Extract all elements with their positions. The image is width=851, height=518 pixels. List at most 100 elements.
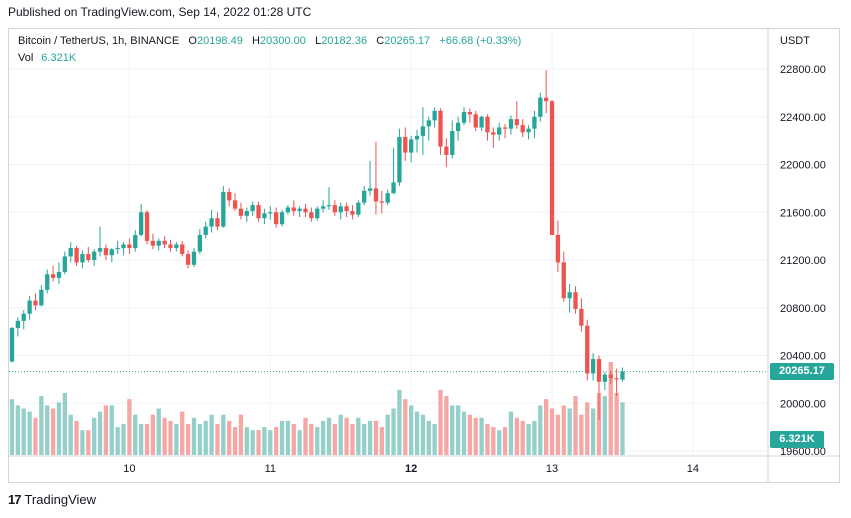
- volume-bar: [403, 399, 408, 455]
- chart-grid: [9, 30, 768, 456]
- volume-bar: [602, 396, 608, 455]
- volume-bar: [502, 427, 508, 455]
- candle: [579, 298, 584, 332]
- candle-body: [121, 244, 126, 249]
- candle-body: [491, 132, 496, 135]
- candle: [80, 250, 85, 269]
- y-tick-label: 22400.00: [780, 112, 826, 124]
- candle-body: [567, 292, 572, 299]
- candle-body: [50, 274, 56, 278]
- candle-body: [373, 188, 379, 202]
- candle: [144, 209, 150, 245]
- candle: [256, 201, 261, 222]
- candle: [326, 187, 332, 210]
- volume-bar: [409, 405, 414, 455]
- candle: [373, 141, 379, 215]
- candle-body: [56, 271, 62, 278]
- candle: [573, 286, 578, 314]
- volume-bar: [362, 424, 367, 455]
- candle: [215, 212, 220, 231]
- candle: [397, 128, 402, 186]
- candle-body: [191, 251, 197, 265]
- candle-body: [303, 208, 308, 213]
- volume-bar: [473, 417, 478, 455]
- candle: [103, 244, 109, 260]
- candle-body: [68, 248, 73, 257]
- candle-body: [162, 240, 167, 245]
- volume-bar: [444, 396, 449, 455]
- time-axis: 10 11 12 13 14: [123, 463, 699, 475]
- volume-bar: [455, 405, 461, 455]
- candle-body: [133, 234, 138, 249]
- candle: [514, 101, 519, 129]
- candle: [379, 190, 384, 214]
- candle: [344, 202, 349, 218]
- candle-body: [109, 249, 114, 256]
- volume-bar: [332, 424, 337, 455]
- candle-body: [174, 244, 179, 249]
- candle-body: [549, 101, 555, 235]
- candle: [92, 249, 97, 266]
- candle-body: [291, 207, 296, 212]
- volume-bar: [256, 430, 261, 455]
- candle-body: [144, 212, 150, 241]
- volume-bar: [97, 411, 103, 455]
- volume-bar: [479, 417, 484, 455]
- candle-body: [127, 244, 132, 249]
- candle-body: [391, 182, 396, 194]
- candle-body: [185, 254, 191, 265]
- volume-bar: [86, 430, 91, 455]
- volume-label: Vol: [18, 52, 34, 64]
- candle: [227, 188, 232, 207]
- candle-body: [232, 200, 238, 209]
- candle: [420, 107, 426, 155]
- candle: [21, 310, 26, 330]
- volume-bar: [426, 420, 431, 455]
- candle-body: [450, 131, 455, 155]
- volume-bar: [350, 424, 355, 455]
- volume-bar: [303, 417, 308, 455]
- volume-bar: [450, 405, 455, 455]
- candle: [174, 242, 179, 252]
- candle-body: [356, 202, 361, 215]
- candle-body: [508, 119, 514, 129]
- candle-body: [532, 116, 537, 129]
- candle: [15, 317, 21, 337]
- volume-bar: [279, 420, 285, 455]
- candle: [74, 245, 79, 266]
- candle-body: [526, 128, 531, 133]
- candle-body: [33, 300, 38, 306]
- volume-bar: [227, 420, 232, 455]
- volume-bar: [567, 408, 572, 455]
- volume-bar: [197, 424, 202, 455]
- candle-body: [403, 137, 408, 153]
- candle: [479, 115, 484, 132]
- candle-body: [9, 328, 15, 362]
- volume-bar: [320, 420, 326, 455]
- volume-bar: [150, 414, 156, 455]
- candle: [320, 200, 326, 213]
- candle-body: [544, 97, 549, 102]
- candle: [409, 135, 414, 163]
- volume-bar: [133, 414, 138, 455]
- volume-bar: [174, 424, 179, 455]
- candle: [109, 248, 114, 263]
- candle-body: [444, 146, 449, 155]
- candle: [232, 193, 238, 212]
- candle: [197, 228, 202, 255]
- candle-body: [379, 201, 384, 203]
- candle-body: [338, 206, 343, 213]
- volume-bar: [50, 408, 56, 455]
- candle-body: [485, 116, 490, 133]
- candle-body: [62, 256, 67, 272]
- candle-body: [326, 205, 332, 207]
- candle: [438, 108, 443, 155]
- last-volume-badge: 6.321K: [770, 431, 824, 448]
- candle-body: [209, 218, 214, 227]
- candle: [285, 205, 291, 215]
- y-tick-label: 21200.00: [780, 255, 826, 267]
- candle-body: [367, 188, 373, 191]
- tradingview-brand[interactable]: 17 TradingView: [8, 492, 96, 507]
- candle-body: [344, 206, 349, 212]
